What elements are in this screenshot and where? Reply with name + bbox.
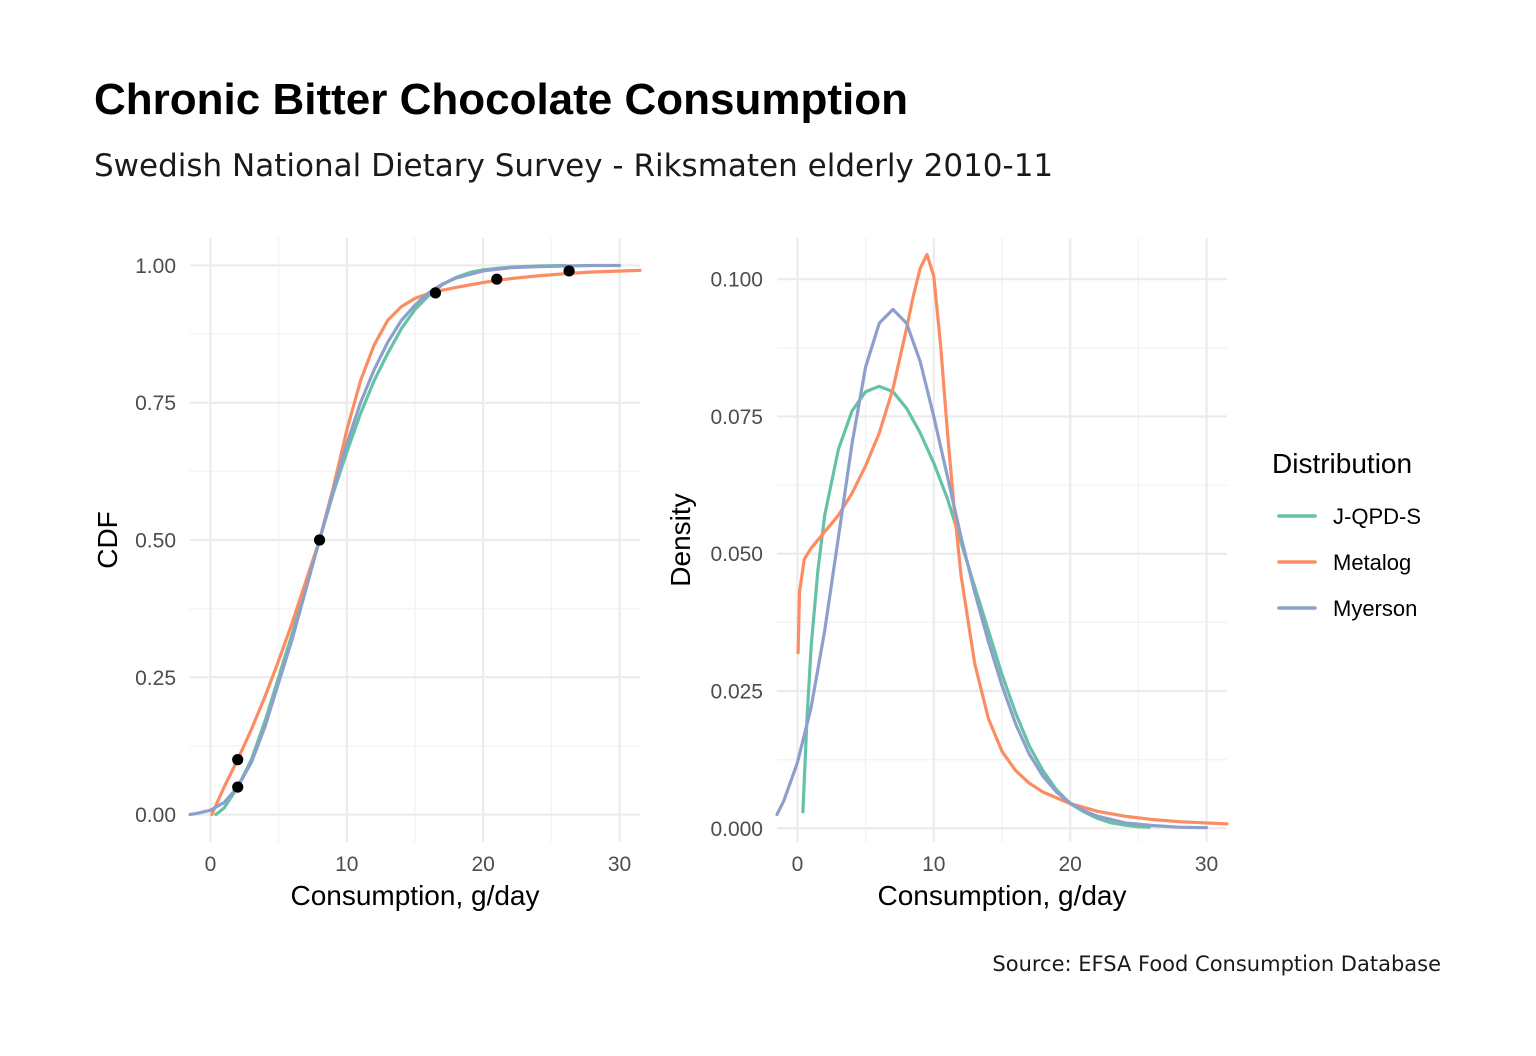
cdf-x-tick-label: 0 [205, 853, 217, 876]
density-x-axis-title: Consumption, g/day [877, 880, 1126, 911]
cdf-lines [188, 263, 642, 817]
cdf-y-tick-label: 0.25 [135, 667, 176, 690]
legend-entries: J-QPD-S Metalog Myerson [1277, 504, 1421, 621]
cdf-grid [190, 238, 640, 842]
density-y-axis-title: Density [665, 493, 696, 586]
density-x-tick-label: 10 [922, 853, 945, 876]
chart-caption: Source: EFSA Food Consumption Database [992, 952, 1441, 976]
cdf-x-tick-label: 20 [472, 853, 495, 876]
cdf-x-ticks: 0 10 20 30 [205, 853, 632, 876]
cdf-x-tick-label: 10 [335, 853, 358, 876]
cdf-data-point [313, 534, 326, 546]
chart-title: Chronic Bitter Chocolate Consumption [94, 75, 908, 124]
cdf-series-myerson [188, 263, 622, 817]
cdf-x-axis-title: Consumption, g/day [290, 880, 539, 911]
cdf-data-point [429, 287, 442, 299]
cdf-data-point [232, 781, 244, 793]
legend-label-metalog: Metalog [1333, 550, 1411, 575]
cdf-y-axis-title: CDF [92, 511, 123, 569]
density-y-tick-label: 0.000 [710, 818, 763, 841]
cdf-data-point [232, 754, 244, 766]
density-x-tick-label: 20 [1059, 853, 1082, 876]
density-y-tick-label: 0.025 [710, 681, 763, 704]
cdf-y-tick-label: 0.75 [135, 392, 176, 415]
density-grid [777, 238, 1227, 842]
cdf-data-point [491, 273, 503, 285]
cdf-y-tick-label: 0.00 [135, 804, 176, 827]
cdf-y-ticks: 0.00 0.25 0.50 0.75 1.00 [135, 255, 176, 827]
density-lines [775, 252, 1229, 830]
density-series-j-qpd-s [801, 384, 1151, 829]
legend-title: Distribution [1272, 448, 1412, 479]
legend: Distribution J-QPD-S Metalog Myerson [1272, 448, 1421, 621]
density-series-myerson [775, 307, 1209, 830]
density-x-ticks: 0 10 20 30 [792, 853, 1219, 876]
legend-label-myerson: Myerson [1333, 596, 1417, 621]
density-y-tick-label: 0.050 [710, 543, 763, 566]
cdf-data-point [563, 265, 575, 277]
legend-label-j-qpd-s: J-QPD-S [1333, 504, 1421, 529]
density-y-ticks: 0.000 0.025 0.050 0.075 0.100 [710, 269, 763, 841]
cdf-panel: 0 10 20 30 0.00 0.25 0.50 0.75 1.00 Consumption… [92, 238, 642, 911]
density-y-tick-label: 0.100 [710, 269, 763, 292]
cdf-y-tick-label: 0.50 [135, 530, 176, 553]
density-x-tick-label: 0 [792, 853, 804, 876]
density-panel: 0 10 20 30 0.000 0.025 0.050 0.075 0.100 Consum… [665, 238, 1229, 911]
cdf-y-tick-label: 1.00 [135, 255, 176, 278]
cdf-series-metalog [210, 268, 642, 817]
density-y-tick-label: 0.075 [710, 406, 763, 429]
cdf-series-j-qpd-s [214, 263, 567, 817]
density-x-tick-label: 30 [1195, 853, 1218, 876]
chart-subtitle: Swedish National Dietary Survey - Riksma… [94, 148, 1053, 184]
cdf-points [232, 265, 575, 793]
cdf-x-tick-label: 30 [608, 853, 631, 876]
density-series-metalog [796, 252, 1229, 826]
